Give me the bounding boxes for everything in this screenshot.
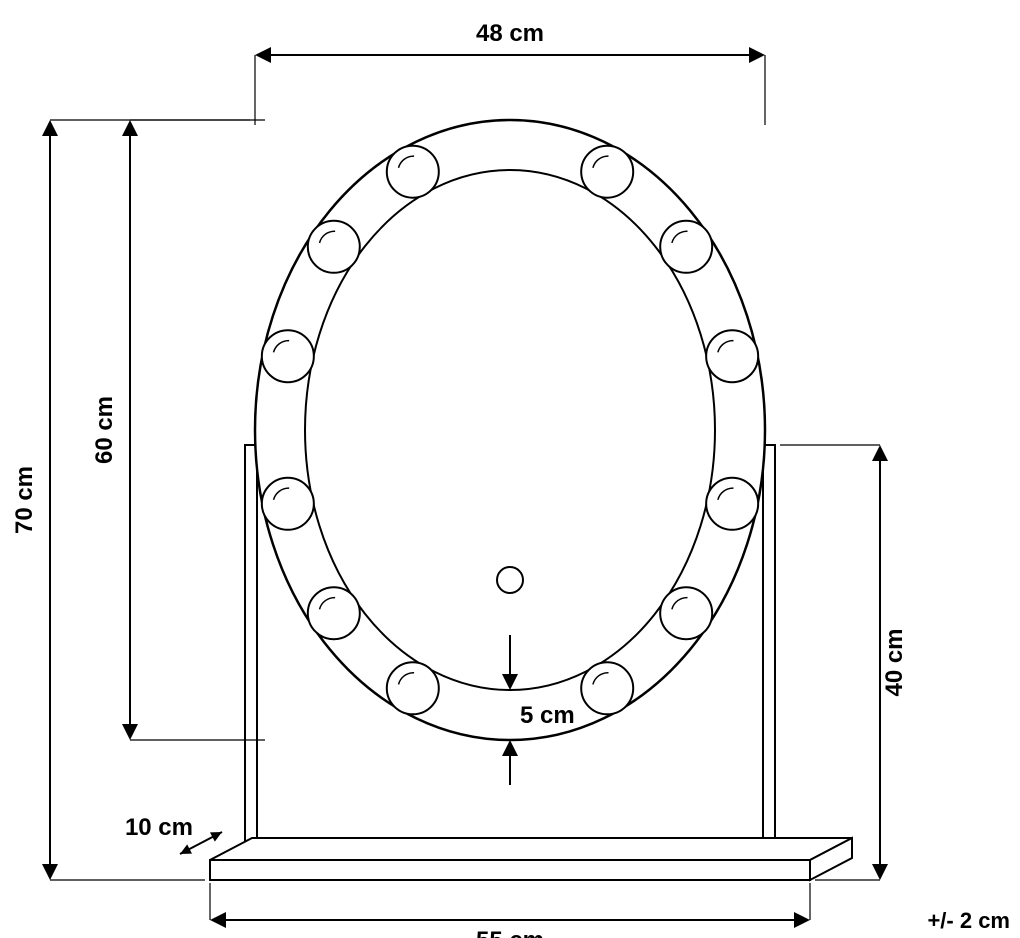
dim-60: 60 cm: [91, 396, 118, 464]
bulb: [308, 221, 360, 273]
bulb: [581, 662, 633, 714]
bulb: [308, 587, 360, 639]
bulb: [387, 662, 439, 714]
dim-70: 70 cm: [11, 466, 38, 534]
bulb: [387, 146, 439, 198]
mirror-inner: [305, 170, 715, 690]
touch-button: [497, 567, 523, 593]
bulb: [262, 478, 314, 530]
base-top: [210, 838, 852, 860]
bulb: [706, 478, 758, 530]
base-front: [210, 860, 810, 880]
dim-label: 55 cm: [476, 927, 544, 938]
bulb: [262, 330, 314, 382]
bulb: [581, 146, 633, 198]
tolerance-note: +/- 2 cm: [927, 908, 1010, 933]
dim-label: 48 cm: [476, 20, 544, 47]
bulb: [660, 587, 712, 639]
dim-40: 40 cm: [881, 628, 908, 696]
bulb: [706, 330, 758, 382]
dim-5: 5 cm: [520, 702, 575, 729]
bulb: [660, 221, 712, 273]
dim-10: 10 cm: [125, 814, 193, 841]
